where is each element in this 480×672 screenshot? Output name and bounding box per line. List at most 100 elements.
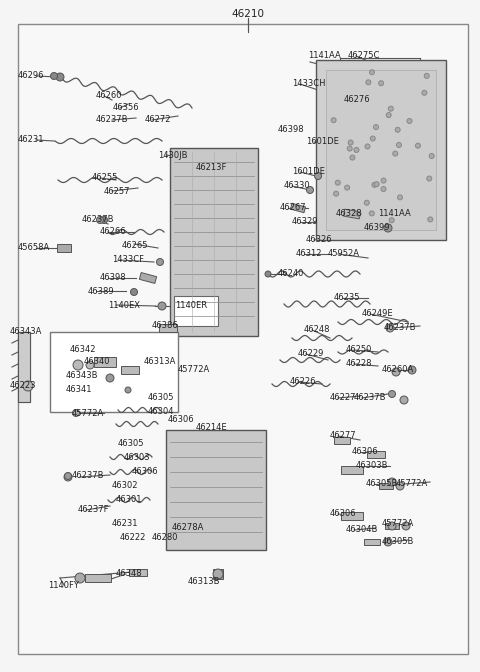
Circle shape [354, 147, 359, 153]
Circle shape [345, 185, 349, 190]
Bar [121, 366, 139, 374]
Text: 46277: 46277 [330, 431, 357, 441]
Text: 46231: 46231 [18, 136, 45, 144]
Circle shape [213, 569, 223, 579]
Circle shape [307, 187, 313, 194]
Circle shape [384, 224, 392, 232]
Text: 46237B: 46237B [96, 116, 129, 124]
Text: 46257: 46257 [104, 187, 131, 196]
Circle shape [389, 218, 394, 222]
Circle shape [314, 173, 322, 179]
Circle shape [395, 127, 400, 132]
Circle shape [388, 106, 393, 111]
Circle shape [396, 142, 401, 147]
Circle shape [374, 181, 379, 187]
Text: 46237B: 46237B [82, 216, 115, 224]
Text: 46275C: 46275C [348, 52, 380, 60]
Text: 45952A: 45952A [328, 249, 360, 259]
Bar [85, 574, 111, 582]
Text: 46255: 46255 [92, 173, 119, 183]
Circle shape [392, 368, 400, 376]
Circle shape [64, 472, 72, 480]
Text: 46267: 46267 [280, 204, 307, 212]
Circle shape [335, 180, 340, 185]
Text: 46226: 46226 [290, 378, 316, 386]
Text: 46214E: 46214E [196, 423, 228, 433]
Circle shape [106, 374, 114, 382]
Text: 46343B: 46343B [66, 370, 98, 380]
Circle shape [347, 146, 352, 151]
Circle shape [156, 259, 164, 265]
Text: 46305: 46305 [118, 439, 144, 448]
Circle shape [429, 153, 434, 159]
Text: 46304: 46304 [148, 407, 175, 417]
Circle shape [428, 217, 433, 222]
Circle shape [397, 195, 403, 200]
Bar [316, 60, 446, 240]
Bar [334, 437, 350, 444]
Circle shape [424, 73, 429, 79]
Text: 46343A: 46343A [10, 327, 42, 337]
Circle shape [408, 366, 416, 374]
Circle shape [381, 187, 386, 192]
Circle shape [365, 144, 370, 149]
Bar [170, 148, 258, 336]
Circle shape [379, 81, 384, 86]
Circle shape [386, 113, 391, 118]
Bar [50, 332, 178, 412]
Text: 46265: 46265 [122, 241, 148, 249]
Text: 46250: 46250 [346, 345, 372, 355]
Text: 46303: 46303 [124, 452, 151, 462]
Text: 46276: 46276 [344, 95, 371, 105]
Text: 46306: 46306 [168, 415, 194, 425]
Circle shape [131, 288, 137, 296]
Text: 46229: 46229 [298, 349, 324, 358]
Bar [367, 450, 385, 458]
Text: 46237B: 46237B [354, 394, 386, 403]
Circle shape [356, 212, 361, 216]
Circle shape [402, 522, 410, 530]
Text: 46235: 46235 [334, 294, 360, 302]
Text: 46237B: 46237B [72, 472, 105, 480]
Text: 46266: 46266 [100, 228, 127, 237]
Circle shape [372, 182, 377, 187]
Text: 1601DE: 1601DE [306, 138, 339, 146]
Circle shape [415, 143, 420, 149]
Bar [166, 430, 266, 550]
Text: 46249E: 46249E [362, 310, 394, 319]
Text: 46398: 46398 [278, 126, 305, 134]
Circle shape [370, 136, 375, 141]
Text: 46306: 46306 [132, 468, 158, 476]
Circle shape [125, 387, 131, 393]
Text: 46304B: 46304B [346, 526, 378, 534]
Text: 46278A: 46278A [172, 523, 204, 532]
Text: 46342: 46342 [70, 345, 96, 353]
Circle shape [388, 522, 396, 530]
Text: 46305B: 46305B [366, 480, 398, 489]
Text: 1141AA: 1141AA [378, 210, 411, 218]
Circle shape [422, 90, 427, 95]
Text: 46260A: 46260A [382, 366, 414, 374]
Text: 46296: 46296 [18, 71, 45, 81]
Bar [57, 244, 71, 252]
Text: 45772A: 45772A [396, 480, 428, 489]
Text: 46272: 46272 [145, 116, 171, 124]
Text: 46330: 46330 [284, 181, 311, 190]
Text: 46280: 46280 [152, 534, 179, 542]
Circle shape [348, 140, 353, 145]
Circle shape [50, 73, 58, 79]
Text: 46306: 46306 [330, 509, 357, 519]
Circle shape [370, 70, 374, 75]
Circle shape [427, 176, 432, 181]
Text: 46301: 46301 [116, 495, 143, 505]
Text: 46213F: 46213F [196, 163, 228, 171]
Circle shape [388, 390, 396, 398]
Text: 46237F: 46237F [78, 505, 109, 515]
Circle shape [86, 361, 94, 369]
Text: 1140ER: 1140ER [175, 300, 207, 310]
Text: 46356: 46356 [113, 103, 140, 112]
Circle shape [369, 211, 374, 216]
Text: 1430JB: 1430JB [158, 151, 188, 159]
Circle shape [400, 396, 408, 404]
Circle shape [366, 80, 371, 85]
